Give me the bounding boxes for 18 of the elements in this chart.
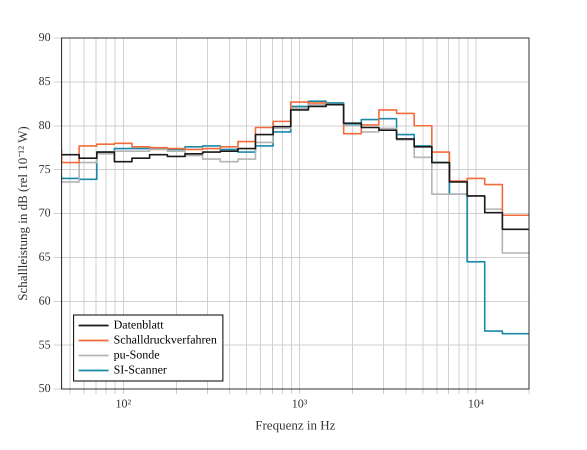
y-tick-label: 85 [38,74,51,88]
legend-label: SI-Scanner [114,362,167,377]
x-tick-label: 10³ [292,396,308,410]
y-tick-label: 60 [38,293,51,308]
legend-label: Schalldruckverfahren [114,332,217,347]
y-tick-label: 50 [38,381,51,396]
x-tick-label: 10² [115,396,132,410]
y-tick-label: 65 [38,250,51,264]
x-tick-label: 10⁴ [468,396,484,410]
y-tick-label: 70 [38,206,51,220]
legend-label: Datenblatt [114,318,164,332]
y-axis-title: Schallleistung in dB (rel 10⁻¹² W) [15,126,30,301]
y-tick-label: 90 [38,30,51,44]
y-tick-label: 80 [38,118,51,132]
x-axis-title: Frequenz in Hz [255,418,336,433]
legend-label: pu-Sonde [114,348,160,362]
y-tick-label: 75 [38,162,51,176]
y-tick-label: 55 [38,337,51,352]
